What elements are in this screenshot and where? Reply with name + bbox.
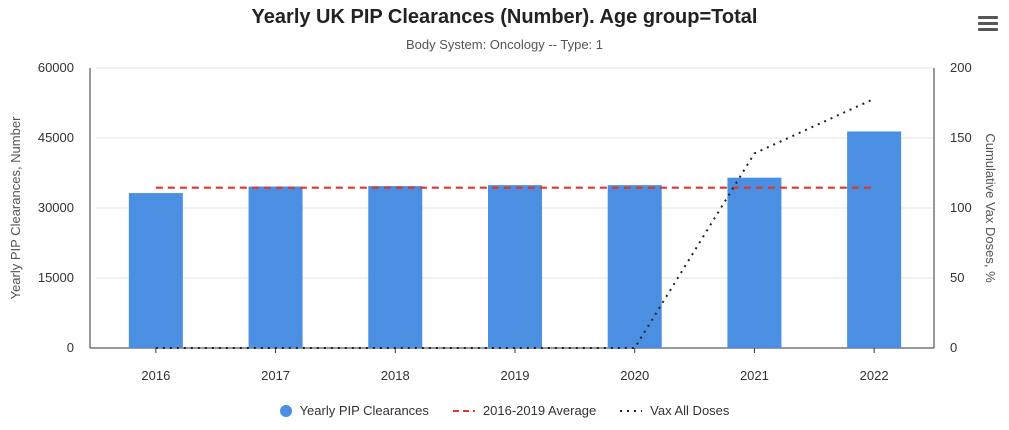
bar [248, 186, 303, 348]
y-right-tick-label: 0 [950, 340, 957, 355]
y-tick-label: 0 [67, 340, 74, 355]
chart-subtitle: Body System: Oncology -- Type: 1 [405, 37, 603, 52]
y-tick-label: 45000 [38, 130, 74, 145]
x-tick-label: 2022 [860, 368, 889, 383]
legend: Yearly PIP Clearances 2016-2019 Average … [0, 403, 1009, 418]
chart-title: Yearly UK PIP Clearances (Number). Age g… [251, 6, 758, 28]
legend-circle-icon [279, 404, 292, 417]
legend-item-vax[interactable]: Vax All Doses [620, 403, 729, 418]
legend-dashed-line-icon [452, 409, 475, 412]
y-tick-label: 60000 [38, 60, 74, 75]
x-tick-label: 2019 [501, 368, 530, 383]
y-axis-title-right: Cumulative Vax Doses, % [983, 133, 998, 283]
series-line-vax [155, 97, 875, 349]
legend-label: Vax All Doses [650, 403, 730, 418]
y-right-tick-label: 100 [950, 200, 972, 215]
x-tick-label: 2020 [620, 368, 649, 383]
chart-plot: 0 15000 30000 45000 60000 0 50 100 150 200 2016 201… [8, 60, 998, 383]
hamburger-menu-icon[interactable] [978, 16, 998, 34]
bar [727, 177, 782, 348]
x-tick-label: 2017 [261, 368, 290, 383]
y-tick-label: 15000 [38, 270, 74, 285]
bar [607, 185, 662, 348]
bar [128, 193, 183, 348]
x-tick-label: 2021 [740, 368, 769, 383]
y-right-tick-label: 50 [950, 270, 964, 285]
x-tick-label: 2018 [381, 368, 410, 383]
legend-dotted-line-icon [620, 409, 643, 412]
y-tick-label: 30000 [38, 200, 74, 215]
y-right-tick-label: 150 [950, 130, 972, 145]
bar [847, 131, 902, 348]
bar [368, 186, 423, 348]
y-axis-title-left: Yearly PIP Clearances, Number [8, 116, 23, 299]
legend-item-average[interactable]: 2016-2019 Average [452, 403, 597, 418]
legend-item-clearances[interactable]: Yearly PIP Clearances [279, 403, 429, 418]
legend-label: 2016-2019 Average [482, 403, 597, 418]
x-tick-label: 2016 [141, 368, 170, 383]
y-right-tick-label: 200 [950, 60, 972, 75]
legend-label: Yearly PIP Clearances [299, 403, 429, 418]
bar [488, 185, 542, 348]
